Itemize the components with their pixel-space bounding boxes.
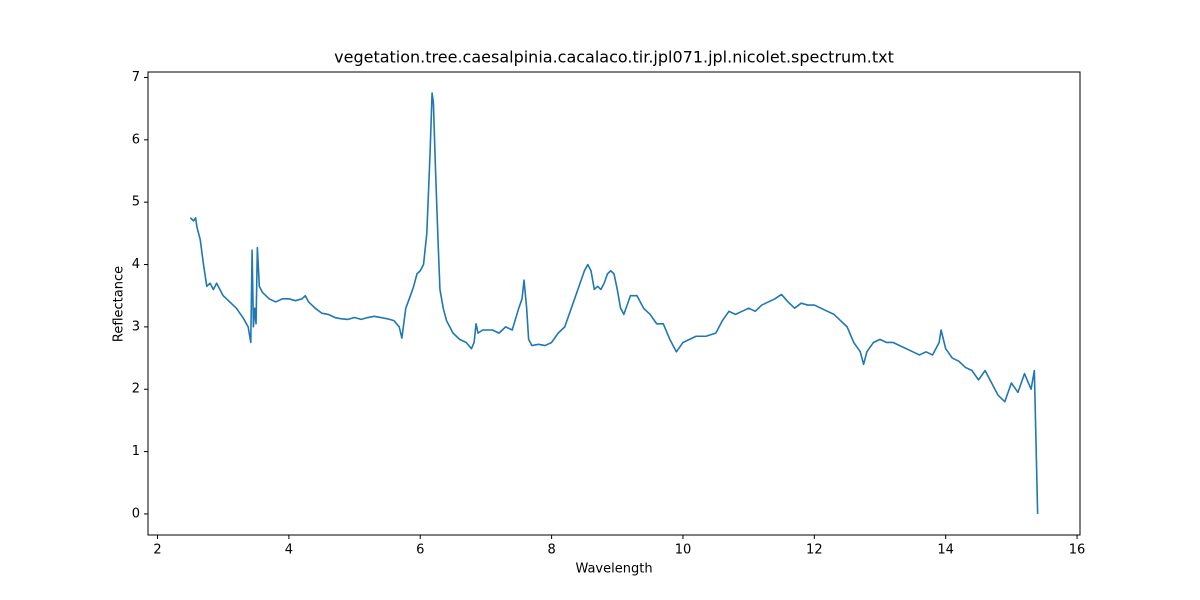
x-tick-label: 8 bbox=[547, 543, 555, 558]
data-line bbox=[189, 92, 1039, 514]
y-tick-label: 1 bbox=[132, 444, 140, 459]
x-tick-label: 2 bbox=[153, 543, 161, 558]
y-tick-label: 0 bbox=[132, 506, 140, 521]
x-tick-label: 14 bbox=[937, 543, 954, 558]
x-tick-label: 6 bbox=[416, 543, 424, 558]
x-tick-label: 4 bbox=[285, 543, 293, 558]
x-tick-label: 10 bbox=[675, 543, 692, 558]
y-axis-label: Reflectance bbox=[112, 266, 127, 342]
chart-title: vegetation.tree.caesalpinia.cacalaco.tir… bbox=[334, 48, 894, 67]
x-tick-label: 12 bbox=[806, 543, 823, 558]
y-tick-label: 2 bbox=[132, 382, 140, 397]
x-tick-label: 16 bbox=[1069, 543, 1086, 558]
x-axis-label: Wavelength bbox=[575, 562, 652, 577]
y-tick-label: 3 bbox=[132, 319, 140, 334]
y-tick-label: 5 bbox=[132, 195, 140, 210]
y-tick-label: 4 bbox=[132, 257, 140, 272]
y-tick-label: 7 bbox=[132, 70, 140, 85]
plot-frame bbox=[147, 71, 1081, 536]
y-tick-label: 6 bbox=[132, 132, 140, 147]
